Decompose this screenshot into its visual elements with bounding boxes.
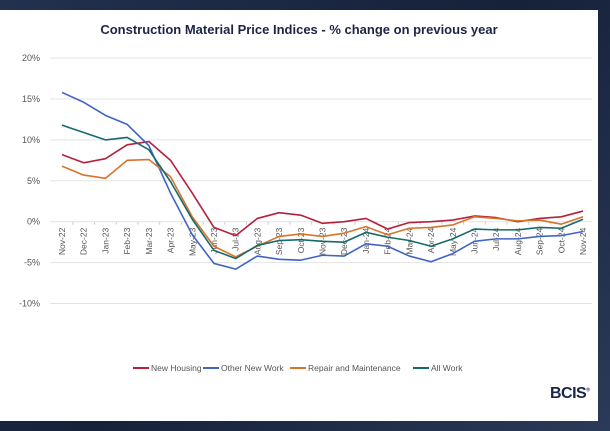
- x-tick-label: Feb-24: [383, 227, 393, 254]
- legend-swatch: [133, 367, 149, 369]
- legend-item: Other New Work: [203, 363, 284, 373]
- legend-swatch: [290, 367, 306, 369]
- x-tick-label: Aug-24: [513, 227, 523, 255]
- legend-label: Other New Work: [221, 363, 284, 373]
- x-tick-label: Dec-22: [79, 227, 89, 255]
- x-tick-label: Dec-23: [339, 227, 349, 255]
- legend-item: Repair and Maintenance: [290, 363, 401, 373]
- y-tick-label: -10%: [19, 299, 40, 309]
- y-tick-label: 20%: [22, 53, 40, 63]
- x-tick-label: Nov-24: [578, 227, 588, 255]
- series-line-repair-and-maintenance: [61, 158, 584, 258]
- y-tick-label: -5%: [24, 258, 40, 268]
- series-line-all-work: [61, 124, 584, 260]
- chart-title: Construction Material Price Indices - % …: [100, 22, 498, 37]
- legend-label: All Work: [431, 363, 463, 373]
- x-tick-label: Jul-23: [231, 227, 241, 250]
- y-tick-label: 5%: [27, 176, 40, 186]
- x-tick-label: May-24: [448, 227, 458, 256]
- y-tick-label: 15%: [22, 94, 40, 104]
- x-tick-label: Jan-24: [361, 227, 371, 253]
- series-line-other-new-work: [61, 91, 584, 270]
- x-tick-label: Apr-23: [166, 227, 176, 253]
- x-tick-label: Jan-23: [100, 227, 110, 253]
- x-tick-label: Mar-23: [144, 227, 154, 254]
- x-tick-label: Sep-24: [535, 227, 545, 255]
- x-tick-label: Nov-22: [57, 227, 67, 255]
- x-tick-label: Aug-23: [252, 227, 262, 255]
- legend-label: Repair and Maintenance: [308, 363, 401, 373]
- legend-swatch: [203, 367, 219, 369]
- x-tick-label: Jun-23: [209, 227, 219, 253]
- x-tick-label: Apr-24: [426, 227, 436, 253]
- x-tick-label: Feb-23: [122, 227, 132, 254]
- legend-label: New Housing: [151, 363, 202, 373]
- legend-item: All Work: [413, 363, 463, 373]
- legend-item: New Housing: [133, 363, 202, 373]
- y-tick-label: 0%: [27, 217, 40, 227]
- x-tick-label: May-23: [187, 227, 197, 256]
- series-line-new-housing: [61, 140, 584, 237]
- x-tick-label: Oct-24: [556, 227, 566, 253]
- bcis-logo: BCIS®: [550, 385, 590, 402]
- legend-swatch: [413, 367, 429, 369]
- y-tick-label: 10%: [22, 135, 40, 145]
